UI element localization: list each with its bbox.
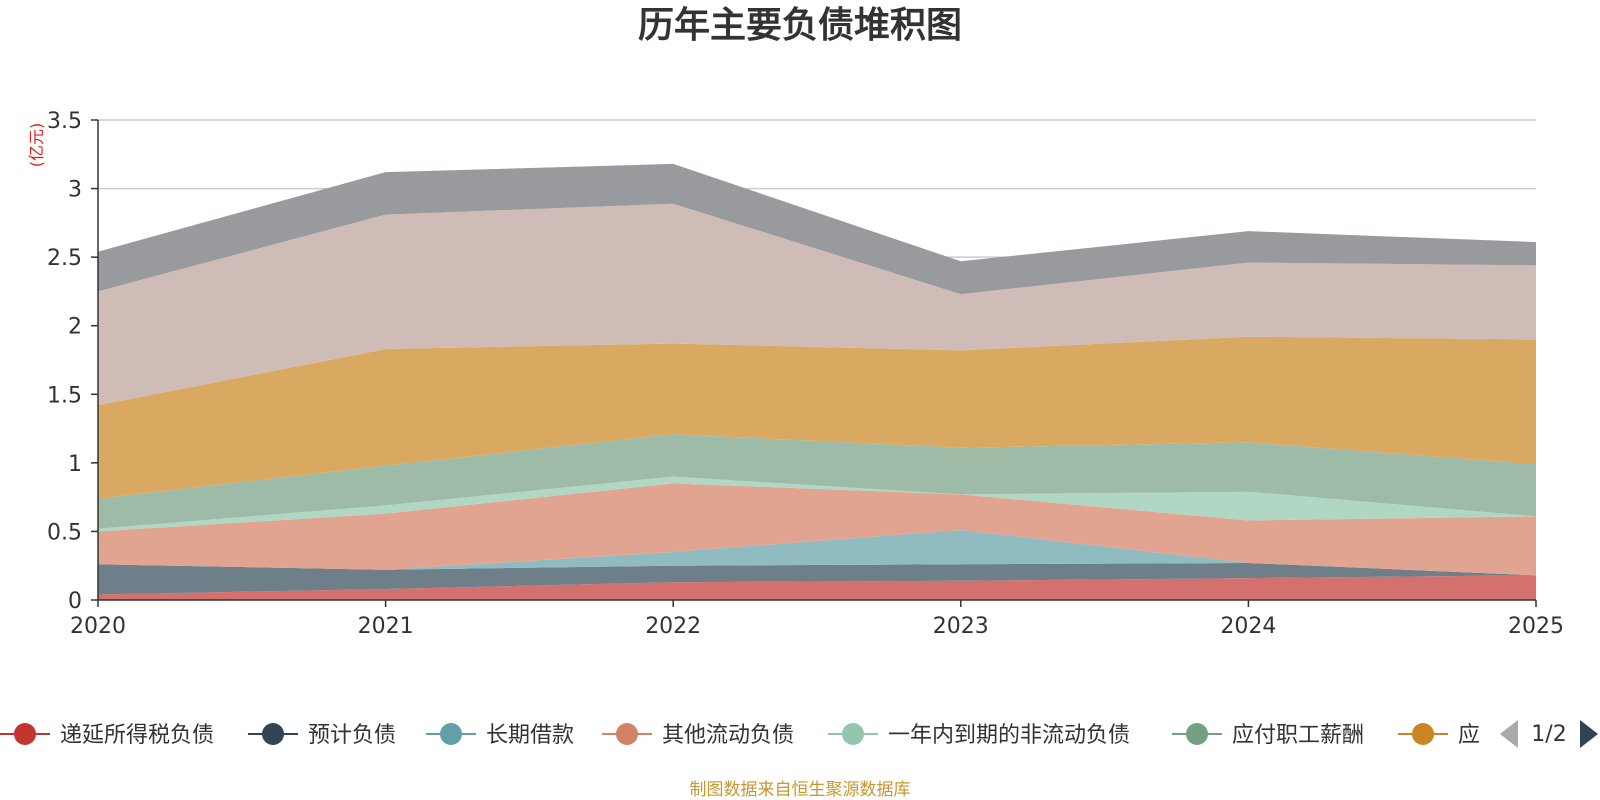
legend-item-6[interactable]: 应 xyxy=(1398,723,1480,748)
x-tick-label: 2021 xyxy=(358,614,414,639)
y-tick-label: 3.5 xyxy=(47,109,82,134)
legend-item-1[interactable]: 预计负债 xyxy=(248,723,396,748)
legend-label: 应付职工薪酬 xyxy=(1232,723,1364,748)
legend-label: 预计负债 xyxy=(308,723,396,748)
area-series-4[interactable] xyxy=(98,476,1536,532)
area-series-6[interactable] xyxy=(98,336,1536,499)
y-tick-label: 0.5 xyxy=(47,520,82,545)
x-tick-label: 2022 xyxy=(645,614,701,639)
area-series-3[interactable] xyxy=(98,483,1536,576)
legend-page-indicator: 1/2 xyxy=(1531,722,1566,747)
y-tick-label: 1 xyxy=(68,452,82,477)
legend-pager[interactable]: 1/2 xyxy=(1500,720,1598,748)
legend-marker-icon xyxy=(842,723,864,745)
axes: 0 0.5 1 1.5 2 2.5 3 3.5 2020 2021 2022 2023 2024 2025 xyxy=(47,109,1564,639)
x-tick-label: 2025 xyxy=(1508,614,1564,639)
legend-item-5[interactable]: 应付职工薪酬 xyxy=(1172,723,1364,748)
legend-label: 其他流动负债 xyxy=(662,723,794,748)
source-note: 制图数据来自恒生聚源数据库 xyxy=(690,780,911,800)
chart-title: 历年主要负债堆积图 xyxy=(638,5,962,46)
legend-next-icon[interactable] xyxy=(1580,720,1598,748)
legend-item-2[interactable]: 长期借款 xyxy=(426,723,574,748)
stacked-areas xyxy=(98,163,1536,600)
legend[interactable]: 递延所得税负债 预计负债 长期借款 其他流动负债 一年内到期的非流动负债 应付职工薪酬 应 xyxy=(0,723,1480,748)
legend-marker-icon xyxy=(616,723,638,745)
legend-label: 应 xyxy=(1458,723,1480,748)
area-series-5[interactable] xyxy=(98,434,1536,529)
area-series-1[interactable] xyxy=(98,563,1536,595)
y-axis-unit-label: (亿元) xyxy=(27,123,46,168)
legend-marker-icon xyxy=(1186,723,1208,745)
y-tick-label: 3 xyxy=(68,178,82,203)
y-tick-label: 2 xyxy=(68,315,82,340)
legend-prev-icon[interactable] xyxy=(1500,720,1518,748)
legend-marker-icon xyxy=(262,723,284,745)
legend-marker-icon xyxy=(440,723,462,745)
legend-marker-icon xyxy=(14,723,36,745)
x-tick-label: 2020 xyxy=(70,614,126,639)
legend-label: 递延所得税负债 xyxy=(60,723,214,748)
y-tick-label: 0 xyxy=(68,589,82,614)
area-series-8[interactable] xyxy=(98,163,1536,295)
area-series-2[interactable] xyxy=(98,530,1536,576)
legend-label: 长期借款 xyxy=(486,723,574,748)
x-tick-label: 2023 xyxy=(933,614,989,639)
area-series-0[interactable] xyxy=(98,575,1536,600)
legend-item-3[interactable]: 其他流动负债 xyxy=(602,723,794,748)
area-series-7[interactable] xyxy=(98,203,1536,406)
legend-label: 一年内到期的非流动负债 xyxy=(888,723,1130,748)
legend-marker-icon xyxy=(1412,723,1434,745)
y-tick-label: 1.5 xyxy=(47,383,82,408)
x-tick-label: 2024 xyxy=(1220,614,1276,639)
legend-item-0[interactable]: 递延所得税负债 xyxy=(0,723,214,748)
y-tick-label: 2.5 xyxy=(47,246,82,271)
legend-item-4[interactable]: 一年内到期的非流动负债 xyxy=(828,723,1130,748)
